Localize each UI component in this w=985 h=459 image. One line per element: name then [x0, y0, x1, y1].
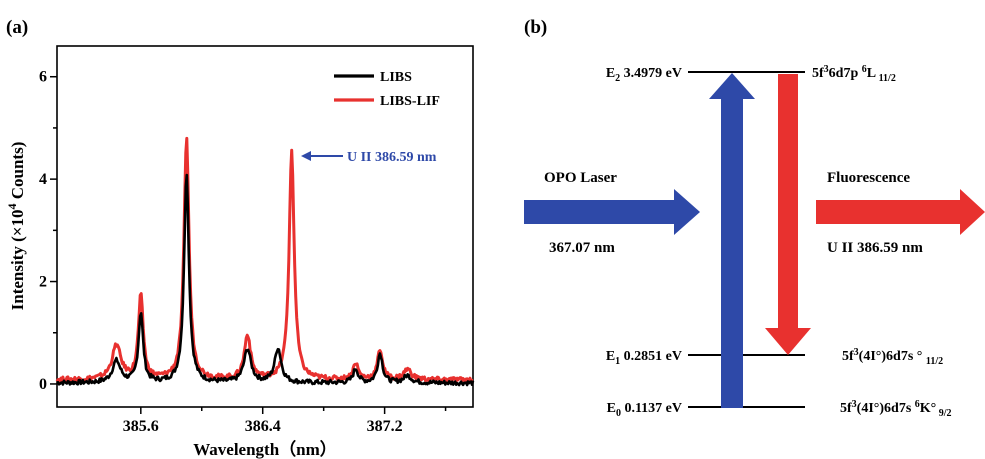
opo-laser-arrow	[524, 189, 700, 235]
fluorescence-wavelength-label: U II 386.59 nm	[827, 240, 923, 256]
series-line-libs-lif	[55, 136, 474, 384]
y-tick-label: 4	[39, 171, 47, 188]
panel-b-energy-diagram: (b) E2 3.4979 eV E1 0.2851 eV E0 0.1137 …	[524, 17, 985, 419]
series-curves	[55, 136, 475, 387]
annotation-arrow-head	[301, 151, 311, 161]
legend: LIBS LIBS-LIF	[334, 70, 440, 109]
config-label-e0: 5f3(4I°)6d7s 6K° 9/2	[840, 399, 952, 419]
config-label-e2: 5f36d7p 6L 11/2	[812, 64, 896, 84]
level-label-e2: E2 3.4979 eV	[606, 66, 682, 84]
panel-a-spectrum-chart: (a) 385.6 386.4 387.2 0 2 4 6 Intensity (×104 …	[5, 17, 475, 459]
fluorescence-arrow-shaft	[778, 74, 798, 330]
fluorescence-out-shaft	[816, 200, 962, 224]
y-axis-label: Intensity (×104 Counts)	[5, 142, 27, 311]
plot-frame	[56, 45, 474, 408]
fluorescence-arrow-head	[765, 328, 811, 355]
level-label-e1: E1 0.2851 eV	[606, 349, 682, 367]
axis-ticks: 385.6 386.4 387.2 0 2 4 6	[39, 69, 447, 435]
fluorescence-out-head	[960, 189, 985, 235]
opo-arrow-head	[674, 189, 700, 235]
excitation-arrow-shaft	[721, 97, 743, 408]
x-tick-label: 387.2	[367, 418, 403, 435]
fluorescence-label: Fluorescence	[827, 170, 910, 186]
legend-label-libs-lif: LIBS-LIF	[380, 94, 440, 109]
opo-wavelength-label: 367.07 nm	[549, 240, 615, 256]
y-tick-label: 2	[39, 274, 47, 291]
y-tick-label: 0	[39, 376, 47, 393]
x-tick-label: 386.4	[245, 418, 281, 435]
config-label-e1: 5f3(4I°)6d7s ° 11/2	[842, 347, 943, 367]
x-axis-label: Wavelength（nm）	[193, 439, 337, 459]
panel-a-label: (a)	[6, 17, 28, 38]
opo-laser-label: OPO Laser	[544, 170, 617, 186]
peak-annotation: U II 386.59 nm	[301, 150, 437, 165]
annotation-text: U II 386.59 nm	[347, 150, 437, 165]
series-line-libs	[56, 173, 475, 387]
y-tick-label: 6	[39, 69, 47, 86]
x-tick-label: 385.6	[123, 418, 159, 435]
fluorescence-arrow	[765, 74, 811, 355]
panel-b-label: (b)	[524, 17, 547, 38]
level-label-e0: E0 0.1137 eV	[607, 401, 682, 419]
excitation-arrow-head	[709, 73, 755, 99]
opo-arrow-shaft	[524, 200, 676, 224]
legend-label-libs: LIBS	[380, 70, 412, 85]
excitation-arrow	[709, 73, 755, 408]
fluorescence-out-arrow	[816, 189, 985, 235]
